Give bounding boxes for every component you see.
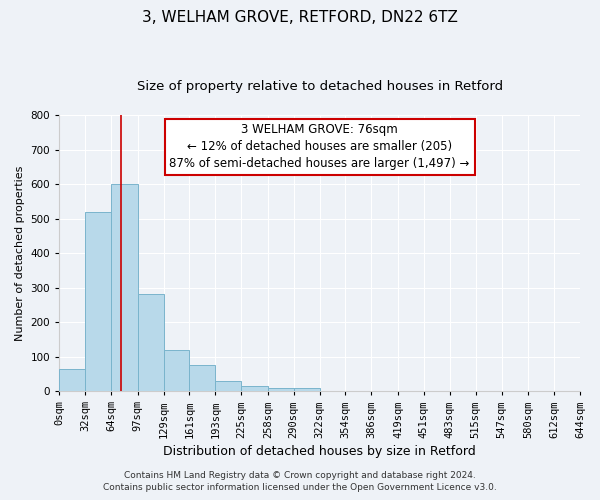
Bar (164, 350, 190, 391)
Bar (294, 388, 320, 391)
Bar (137, 294, 164, 391)
Bar (59, 368, 85, 391)
Y-axis label: Number of detached properties: Number of detached properties (15, 166, 25, 340)
Bar (111, 184, 137, 391)
Text: Contains HM Land Registry data © Crown copyright and database right 2024.
Contai: Contains HM Land Registry data © Crown c… (103, 471, 497, 492)
Text: 3 WELHAM GROVE: 76sqm
← 12% of detached houses are smaller (205)
87% of semi-det: 3 WELHAM GROVE: 76sqm ← 12% of detached … (169, 124, 470, 170)
Text: 3, WELHAM GROVE, RETFORD, DN22 6TZ: 3, WELHAM GROVE, RETFORD, DN22 6TZ (142, 10, 458, 25)
Bar (268, 388, 294, 391)
X-axis label: Distribution of detached houses by size in Retford: Distribution of detached houses by size … (163, 444, 476, 458)
Bar (215, 380, 241, 391)
Bar (241, 386, 268, 391)
Title: Size of property relative to detached houses in Retford: Size of property relative to detached ho… (137, 80, 503, 93)
Bar (85, 212, 111, 391)
Bar (190, 365, 215, 391)
